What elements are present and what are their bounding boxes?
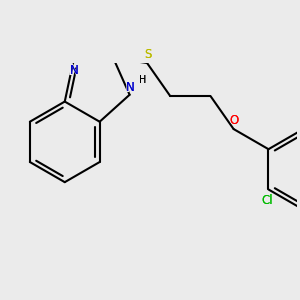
Text: N: N [70,64,78,77]
Text: S: S [142,47,153,62]
Text: N: N [126,80,135,94]
Text: O: O [230,114,239,127]
Text: N: N [124,80,136,94]
Text: O: O [228,113,241,128]
Text: O: O [230,114,239,127]
Text: N: N [126,80,135,94]
Text: H: H [139,75,146,85]
Text: S: S [144,48,152,61]
Text: Cl: Cl [261,194,273,207]
Text: S: S [144,48,152,61]
Text: Cl: Cl [261,194,273,207]
Text: N: N [68,63,80,78]
Text: N: N [70,64,78,77]
Text: H: H [139,75,146,85]
